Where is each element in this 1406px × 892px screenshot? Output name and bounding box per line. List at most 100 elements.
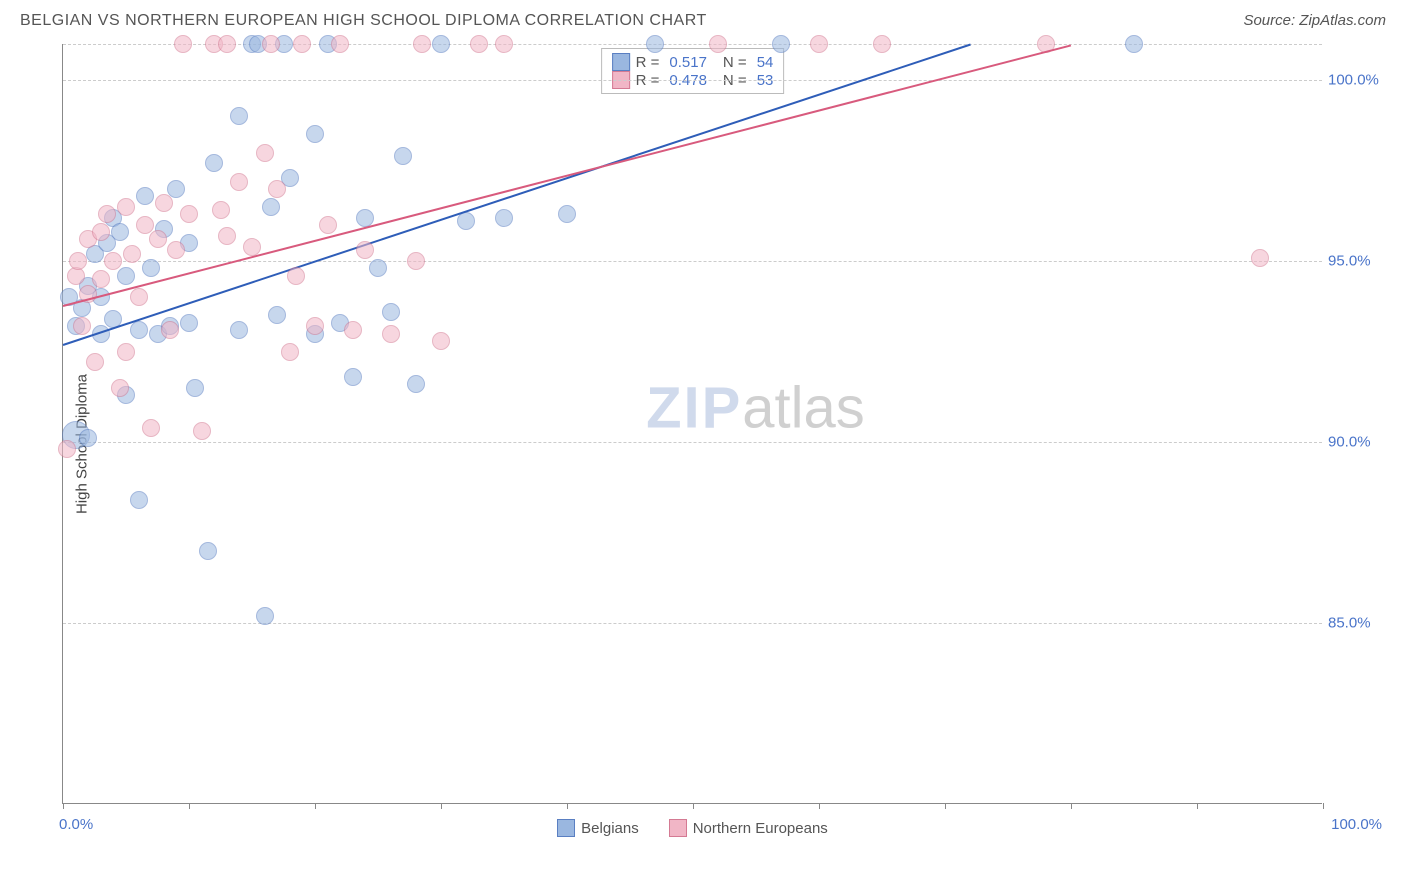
scatter-point [98, 205, 116, 223]
scatter-point [432, 35, 450, 53]
scatter-point [344, 321, 362, 339]
gridline [63, 80, 1322, 81]
scatter-point [193, 422, 211, 440]
scatter-point [407, 252, 425, 270]
gridline [63, 442, 1322, 443]
scatter-point [136, 187, 154, 205]
scatter-point [306, 317, 324, 335]
scatter-point [772, 35, 790, 53]
scatter-point [130, 321, 148, 339]
bottom-legend: Belgians Northern Europeans [63, 819, 1322, 837]
scatter-point [230, 107, 248, 125]
legend-item: Northern Europeans [669, 819, 828, 837]
scatter-point [167, 241, 185, 259]
stat-r-value: 0.517 [669, 54, 707, 71]
scatter-point [117, 198, 135, 216]
scatter-point [92, 270, 110, 288]
stat-r-label: R = [636, 54, 660, 71]
scatter-point [256, 607, 274, 625]
chart-container: High School Diploma ZIPatlas R = 0.517N … [12, 34, 1392, 854]
scatter-point [306, 125, 324, 143]
scatter-point [810, 35, 828, 53]
x-tick [1071, 803, 1072, 809]
trend-line [63, 44, 1071, 307]
scatter-point [356, 241, 374, 259]
gridline [63, 623, 1322, 624]
chart-title: BELGIAN VS NORTHERN EUROPEAN HIGH SCHOOL… [20, 12, 707, 30]
watermark: ZIPatlas [646, 375, 865, 442]
y-tick-label: 85.0% [1328, 615, 1388, 632]
x-tick [189, 803, 190, 809]
x-tick [945, 803, 946, 809]
scatter-point [142, 419, 160, 437]
scatter-point [382, 325, 400, 343]
x-tick [567, 803, 568, 809]
scatter-point [130, 288, 148, 306]
scatter-point [69, 252, 87, 270]
x-tick-label: 100.0% [1331, 816, 1382, 833]
scatter-point [92, 223, 110, 241]
scatter-point [470, 35, 488, 53]
legend-item: Belgians [557, 819, 639, 837]
scatter-point [180, 205, 198, 223]
x-tick [315, 803, 316, 809]
x-tick-label: 0.0% [59, 816, 93, 833]
scatter-point [262, 198, 280, 216]
legend-label: Belgians [581, 820, 639, 837]
scatter-point [212, 201, 230, 219]
x-tick [819, 803, 820, 809]
scatter-point [432, 332, 450, 350]
trend-line [63, 44, 971, 346]
scatter-point [142, 259, 160, 277]
scatter-point [86, 353, 104, 371]
stat-n-label: N = [723, 54, 747, 71]
scatter-point [79, 429, 97, 447]
scatter-point [230, 173, 248, 191]
scatter-point [281, 343, 299, 361]
scatter-point [111, 223, 129, 241]
scatter-point [873, 35, 891, 53]
y-tick-label: 100.0% [1328, 72, 1388, 89]
legend-swatch [669, 819, 687, 837]
scatter-point [262, 35, 280, 53]
scatter-point [394, 147, 412, 165]
watermark-bold: ZIP [646, 376, 742, 441]
scatter-point [287, 267, 305, 285]
x-tick [441, 803, 442, 809]
stat-n-value: 54 [757, 54, 774, 71]
scatter-point [382, 303, 400, 321]
plot-area: ZIPatlas R = 0.517N = 54R = 0.478N = 53 … [62, 44, 1322, 804]
y-tick-label: 90.0% [1328, 434, 1388, 451]
scatter-point [123, 245, 141, 263]
scatter-point [243, 238, 261, 256]
scatter-point [413, 35, 431, 53]
scatter-point [218, 227, 236, 245]
scatter-point [407, 375, 425, 393]
scatter-point [117, 343, 135, 361]
scatter-point [1251, 249, 1269, 267]
scatter-point [646, 35, 664, 53]
legend-label: Northern Europeans [693, 820, 828, 837]
scatter-point [218, 35, 236, 53]
scatter-point [104, 252, 122, 270]
x-tick [693, 803, 694, 809]
scatter-point [1125, 35, 1143, 53]
legend-swatch [612, 53, 630, 71]
scatter-point [149, 230, 167, 248]
scatter-point [117, 267, 135, 285]
scatter-point [495, 209, 513, 227]
x-tick [1197, 803, 1198, 809]
scatter-point [558, 205, 576, 223]
scatter-point [268, 180, 286, 198]
chart-header: BELGIAN VS NORTHERN EUROPEAN HIGH SCHOOL… [12, 12, 1394, 34]
scatter-point [331, 35, 349, 53]
scatter-point [319, 216, 337, 234]
scatter-point [268, 306, 286, 324]
y-tick-label: 95.0% [1328, 253, 1388, 270]
scatter-point [369, 259, 387, 277]
gridline [63, 261, 1322, 262]
x-tick [63, 803, 64, 809]
scatter-point [130, 491, 148, 509]
x-tick [1323, 803, 1324, 809]
scatter-point [155, 194, 173, 212]
